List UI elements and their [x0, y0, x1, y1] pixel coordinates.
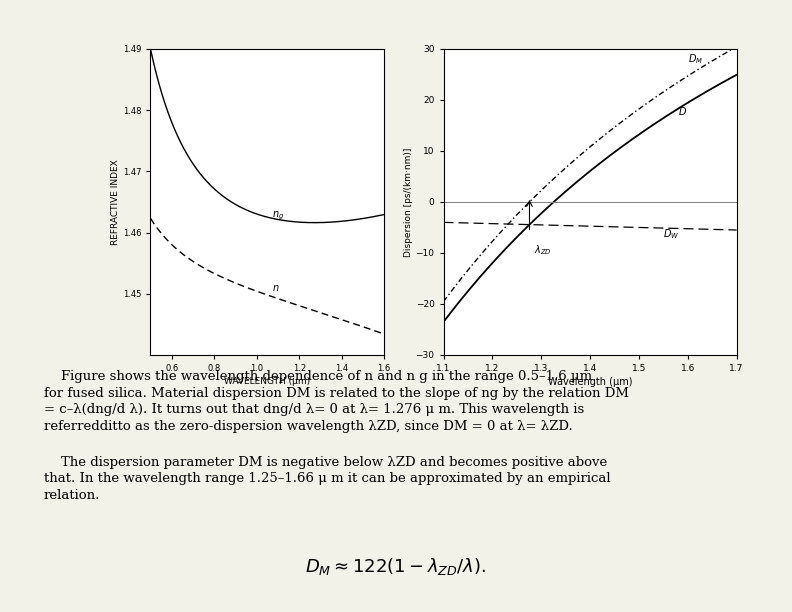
Text: $n$: $n$	[272, 283, 279, 293]
Y-axis label: Dispersion [ps/(km·nm)]: Dispersion [ps/(km·nm)]	[404, 147, 413, 256]
Text: $\lambda_{ZD}$: $\lambda_{ZD}$	[535, 243, 552, 257]
X-axis label: Wavelength (μm): Wavelength (μm)	[548, 377, 632, 387]
Text: The dispersion parameter DM is negative below λZD and becomes positive above
tha: The dispersion parameter DM is negative …	[44, 456, 610, 502]
Text: Figure shows the wavelength dependence of n and n g in the range 0.5–1.6 μm
for : Figure shows the wavelength dependence o…	[44, 370, 629, 433]
Text: $D_W$: $D_W$	[664, 228, 680, 242]
Y-axis label: REFRACTIVE INDEX: REFRACTIVE INDEX	[111, 159, 120, 245]
X-axis label: WAVELENGTH (μm): WAVELENGTH (μm)	[224, 377, 310, 386]
Text: $D_M \approx 122(1 - \lambda_{ZD}/\lambda).$: $D_M \approx 122(1 - \lambda_{ZD}/\lambd…	[306, 556, 486, 577]
Text: $n_g$: $n_g$	[272, 210, 284, 222]
Text: $D$: $D$	[678, 105, 687, 118]
Text: $D_M$: $D_M$	[687, 51, 703, 65]
